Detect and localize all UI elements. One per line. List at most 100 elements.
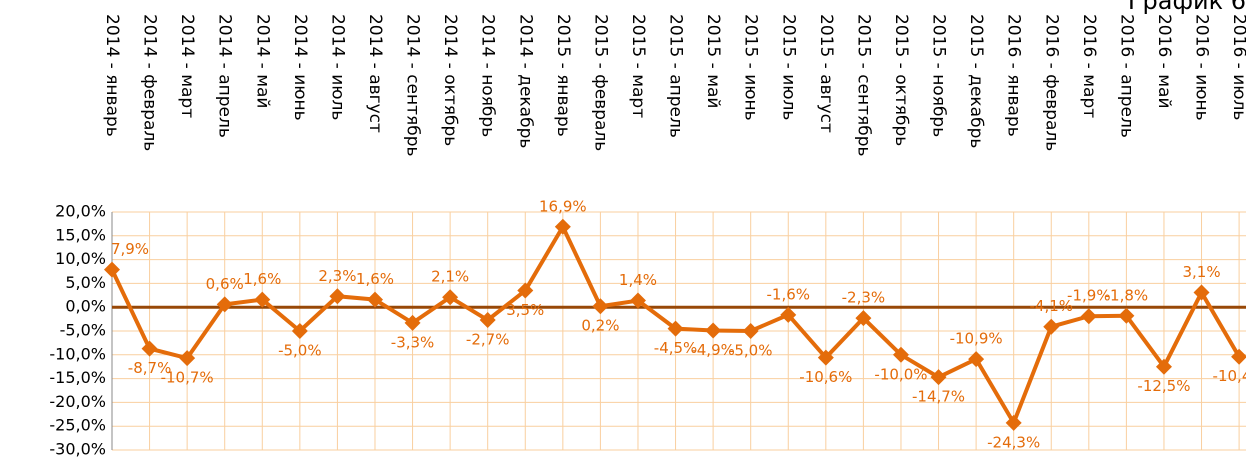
data-label: 3,1% [1182,263,1220,281]
marker [742,323,759,339]
marker [592,298,609,315]
y-tick-label: -20,0% [49,392,106,411]
marker [141,340,158,357]
y-tick-label: 0,0% [65,297,106,316]
data-label: 16,9% [539,197,587,215]
marker [705,322,722,339]
x-tick-label: 2015 - февраль [590,14,610,151]
marker [1043,318,1060,335]
data-label: -1,9% [1067,287,1111,305]
x-tick-label: 2015 - март [628,14,648,118]
data-label: -2,7% [466,331,510,349]
y-tick-label: 15,0% [55,225,106,244]
marker [329,288,346,305]
data-label: -10,4% [1213,367,1246,385]
y-tick-label: -30,0% [49,440,106,459]
marker [479,312,496,329]
x-tick-label: 2014 - июль [327,14,347,120]
data-label: -4,1% [1029,297,1073,315]
data-label: -12,5% [1137,377,1190,395]
marker [892,346,909,363]
marker [968,351,985,368]
marker [629,292,646,309]
x-tick-label: 2016 - январь [1004,14,1024,137]
marker [517,282,534,299]
x-tick-label: 2014 - октябрь [440,14,460,146]
x-tick-label: 2014 - май [252,14,272,109]
x-tick-label: 2016 - май [1154,14,1174,109]
x-tick-label: 2015 - июнь [741,14,761,121]
marker [554,218,571,235]
marker [817,349,834,366]
data-label: -3,3% [391,333,435,351]
x-tick-label: 2016 - июнь [1192,14,1212,121]
data-label: -2,3% [842,289,886,307]
marker [1231,348,1246,365]
y-tick-label: -5,0% [60,321,106,340]
x-tick-label: 2015 - июль [778,14,798,120]
x-tick-label: 2015 - октябрь [891,14,911,146]
x-tick-label: 2014 - январь [102,14,122,137]
marker [442,289,459,306]
marker [1155,358,1172,375]
x-tick-label: 2015 - май [703,14,723,109]
y-tick-label: -25,0% [49,416,106,435]
x-tick-label: 2014 - декабрь [515,14,535,148]
x-tick-label: 2015 - август [816,14,836,133]
marker [366,291,383,308]
data-label: 7,9% [111,240,149,258]
data-label: -5,0% [278,342,322,360]
data-label: -10,7% [161,369,214,387]
chart-title: График 6 [1128,0,1246,15]
data-label: -4,5% [654,339,698,357]
data-label: 0,2% [581,317,619,335]
data-label: 3,5% [506,301,544,319]
x-tick-label: 2014 - сентябрь [403,14,423,157]
y-tick-label: 10,0% [55,249,106,268]
data-label: -1,6% [766,285,810,303]
data-label: 1,6% [356,270,394,288]
x-tick-label: 2015 - декабрь [966,14,986,148]
y-tick-label: -15,0% [49,368,106,387]
marker [780,306,797,323]
data-label: -4,9% [691,341,735,359]
marker [179,350,196,367]
y-tick-label: 20,0% [55,202,106,221]
marker [291,323,308,339]
x-tick-label: 2014 - июнь [290,14,310,121]
x-tick-label: 2015 - апрель [666,14,686,138]
marker [1005,414,1022,431]
marker [404,314,421,331]
data-label: 1,6% [243,270,281,288]
data-label: 2,3% [318,267,356,285]
data-label: 0,6% [206,275,244,293]
y-tick-label: 5,0% [65,273,106,292]
x-tick-label: 2016 - февраль [1041,14,1061,151]
data-label: -24,3% [987,433,1040,451]
marker [930,369,947,386]
data-label: -14,7% [912,388,965,406]
marker [1080,308,1097,325]
data-label: 2,1% [431,268,469,286]
data-label: -10,9% [950,330,1003,348]
x-tick-label: 2014 - апрель [215,14,235,138]
marker [667,320,684,337]
marker [254,291,271,308]
data-label: -1,8% [1105,286,1149,304]
x-tick-label: 2016 - март [1079,14,1099,118]
x-tick-label: 2014 - февраль [140,14,160,151]
x-tick-label: 2014 - март [177,14,197,118]
marker [1118,307,1135,324]
x-tick-label: 2016 - июль [1229,14,1246,120]
data-label: -10,0% [874,365,927,383]
data-label: -5,0% [729,342,773,360]
marker [1193,284,1210,301]
x-tick-label: 2015 - январь [553,14,573,137]
data-label: 1,4% [619,271,657,289]
marker [855,310,872,327]
marker [104,261,120,278]
marker [216,296,233,313]
data-label: -10,6% [799,368,852,386]
data-label: -8,7% [128,359,172,377]
